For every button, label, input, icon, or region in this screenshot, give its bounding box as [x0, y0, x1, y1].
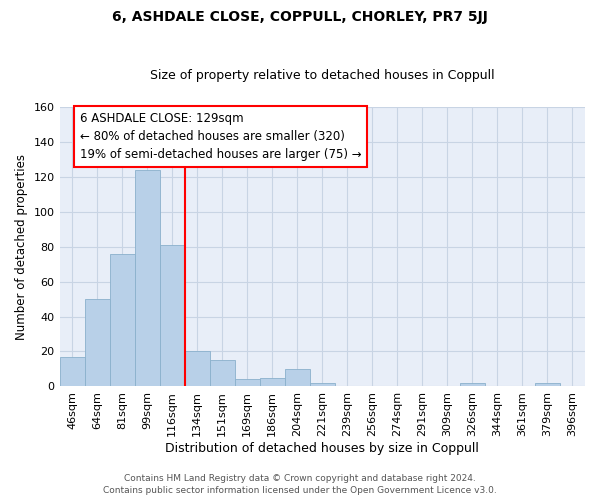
Bar	[59, 356, 85, 386]
Title: Size of property relative to detached houses in Coppull: Size of property relative to detached ho…	[150, 69, 494, 82]
Bar	[160, 245, 185, 386]
Bar	[85, 299, 110, 386]
Bar	[285, 369, 310, 386]
Bar	[235, 380, 260, 386]
Bar	[310, 383, 335, 386]
X-axis label: Distribution of detached houses by size in Coppull: Distribution of detached houses by size …	[166, 442, 479, 455]
Text: Contains HM Land Registry data © Crown copyright and database right 2024.
Contai: Contains HM Land Registry data © Crown c…	[103, 474, 497, 495]
Text: 6, ASHDALE CLOSE, COPPULL, CHORLEY, PR7 5JJ: 6, ASHDALE CLOSE, COPPULL, CHORLEY, PR7 …	[112, 10, 488, 24]
Y-axis label: Number of detached properties: Number of detached properties	[15, 154, 28, 340]
Bar	[535, 383, 560, 386]
Bar	[209, 360, 235, 386]
Bar	[260, 378, 285, 386]
Bar	[110, 254, 134, 386]
Bar	[134, 170, 160, 386]
Text: 6 ASHDALE CLOSE: 129sqm
← 80% of detached houses are smaller (320)
19% of semi-d: 6 ASHDALE CLOSE: 129sqm ← 80% of detache…	[80, 112, 361, 161]
Bar	[185, 352, 209, 386]
Bar	[460, 383, 485, 386]
